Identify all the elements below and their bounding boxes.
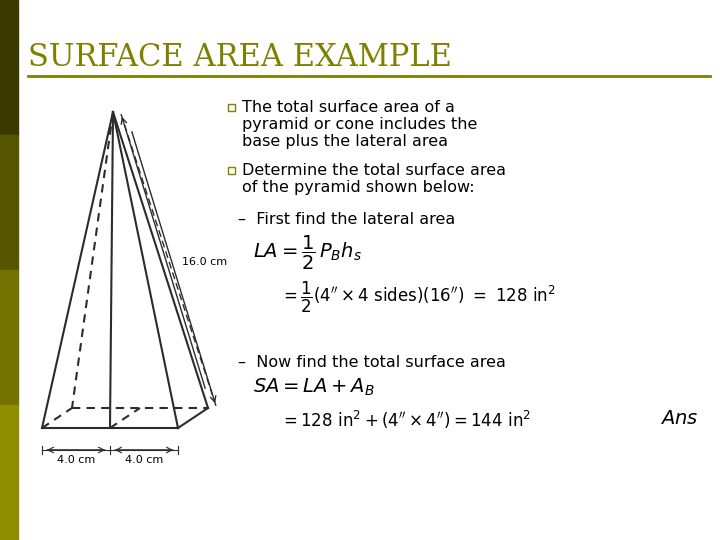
Text: $\mathit{Ans}$: $\mathit{Ans}$: [660, 409, 698, 428]
Bar: [228, 104, 235, 111]
Text: 4.0 cm: 4.0 cm: [57, 455, 95, 465]
Bar: [228, 166, 235, 173]
Text: $SA = LA + A_B$: $SA = LA + A_B$: [253, 377, 374, 399]
Bar: [0, 270, 18, 405]
Text: 4.0 cm: 4.0 cm: [125, 455, 163, 465]
Text: –  Now find the total surface area: – Now find the total surface area: [238, 355, 506, 370]
Text: $= 128\ \mathrm{in}^2 + (4^{\prime\prime}\times 4^{\prime\prime}) = 144\ \mathrm: $= 128\ \mathrm{in}^2 + (4^{\prime\prime…: [280, 409, 531, 431]
Bar: [0, 0, 18, 135]
Text: The total surface area of a: The total surface area of a: [242, 100, 455, 115]
Text: base plus the lateral area: base plus the lateral area: [242, 134, 448, 149]
Bar: [0, 135, 18, 270]
Text: Determine the total surface area: Determine the total surface area: [242, 163, 506, 178]
Text: $= \dfrac{1}{2}(4^{\prime\prime}\times 4\ \mathrm{sides})(16^{\prime\prime})\ =\: $= \dfrac{1}{2}(4^{\prime\prime}\times 4…: [280, 280, 556, 315]
Text: pyramid or cone includes the: pyramid or cone includes the: [242, 117, 477, 132]
Text: 16.0 cm: 16.0 cm: [182, 257, 228, 267]
Text: –  First find the lateral area: – First find the lateral area: [238, 212, 455, 227]
Text: $LA = \dfrac{1}{2}\,P_B h_s$: $LA = \dfrac{1}{2}\,P_B h_s$: [253, 234, 362, 272]
Bar: [0, 405, 18, 540]
Text: SURFACE AREA EXAMPLE: SURFACE AREA EXAMPLE: [28, 43, 452, 73]
Text: of the pyramid shown below:: of the pyramid shown below:: [242, 180, 474, 195]
